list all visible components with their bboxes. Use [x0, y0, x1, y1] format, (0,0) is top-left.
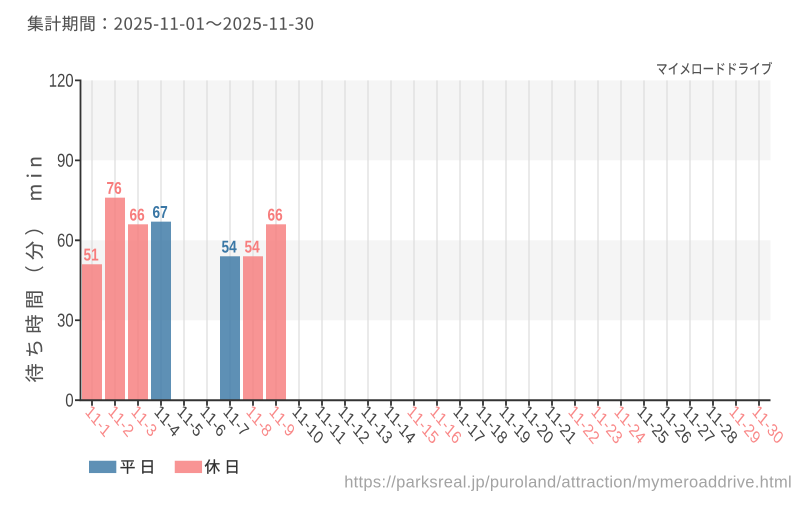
svg-text:https://parksreal.jp/puroland/: https://parksreal.jp/puroland/attraction… — [344, 474, 792, 492]
